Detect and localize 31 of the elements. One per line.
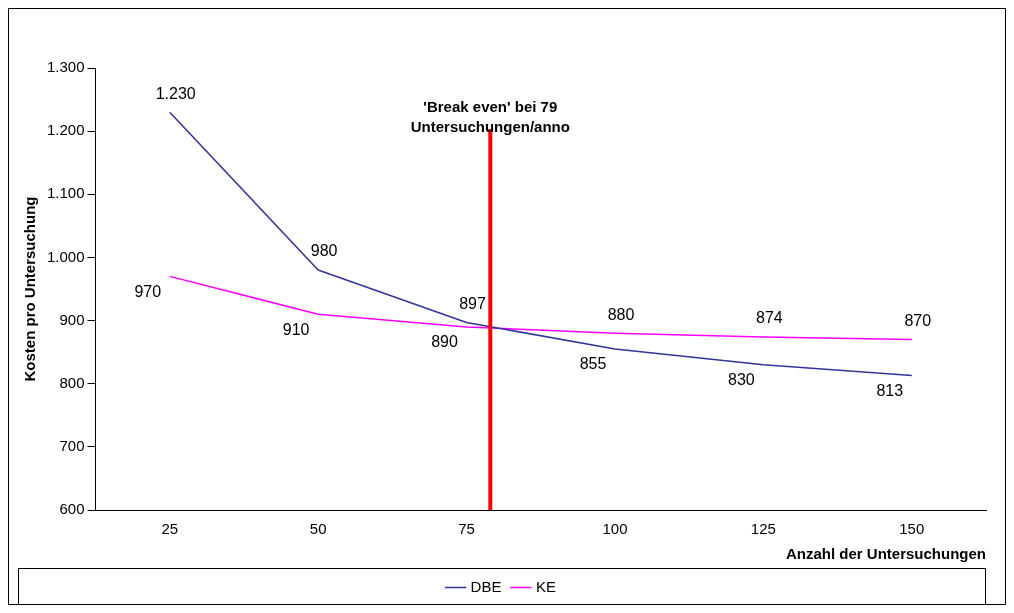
data-label: 970	[134, 282, 162, 300]
y-tick-label: 600	[59, 500, 85, 518]
data-label: 880	[607, 305, 635, 323]
y-tick-label: 900	[59, 310, 85, 328]
y-tick-label: 1.100	[46, 184, 85, 202]
x-tick-label: 150	[899, 520, 925, 538]
y-tick-label: 1.300	[46, 58, 85, 76]
ref-line-label: 'Break even' bei 79 Untersuchungen/anno	[410, 98, 570, 136]
data-label: 855	[579, 355, 607, 373]
data-label: 813	[876, 381, 904, 399]
x-axis-title: Anzahl der Untersuchungen	[785, 545, 986, 563]
data-label: 870	[904, 311, 932, 329]
y-tick-label: 1.200	[46, 121, 85, 139]
x-tick-label: 25	[161, 520, 179, 538]
x-tick-label: 75	[458, 520, 475, 538]
legend-label: KE	[535, 577, 556, 595]
x-tick-label: 125	[750, 520, 776, 538]
y-tick-label: 800	[59, 373, 85, 391]
data-label: 897	[459, 294, 487, 312]
data-label: 874	[756, 309, 783, 327]
x-tick-label: 100	[602, 520, 628, 538]
data-label: 980	[310, 242, 338, 260]
y-tick-label: 700	[59, 437, 85, 454]
x-tick-label: 50	[309, 520, 327, 538]
y-tick-label: 1.000	[46, 247, 85, 265]
data-label: 830	[728, 371, 755, 389]
legend-label: DBE	[470, 577, 502, 595]
y-axis-title: Kosten pro Untersuchung	[21, 196, 39, 382]
data-label: 1.230	[155, 84, 196, 102]
data-label: 890	[431, 333, 459, 351]
data-label: 910	[282, 320, 310, 338]
